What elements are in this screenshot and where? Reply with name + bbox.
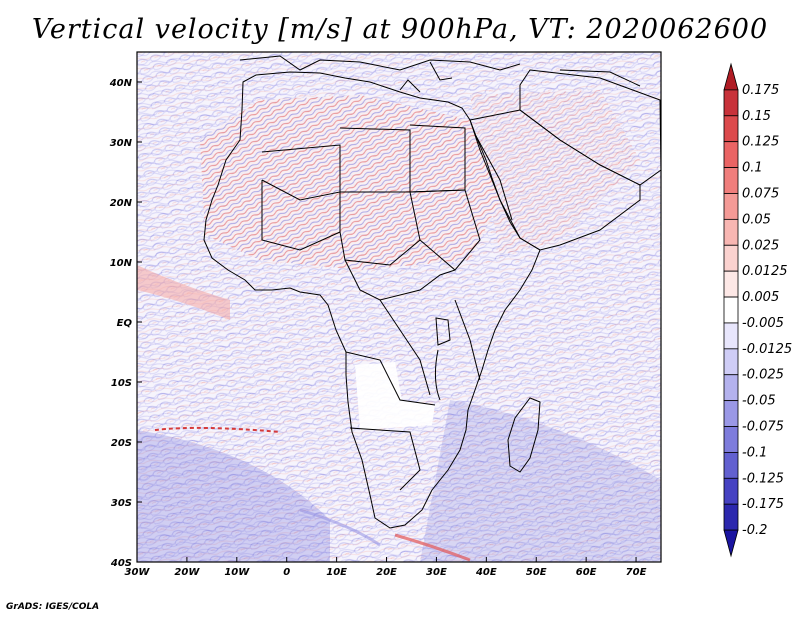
colorbar: 0.175 0.15 0.125 0.1 0.075 0.05 0.025 0.0125 0.0… <box>723 62 792 558</box>
colorbar-swatch <box>723 348 739 376</box>
colorbar-label: 0.0125 <box>742 264 788 279</box>
colorbar-label: 0.125 <box>742 135 779 150</box>
colorbar-swatch <box>723 89 739 117</box>
lon-tick-label: 0 <box>283 567 290 578</box>
lat-tick-label: 10S <box>111 378 132 389</box>
colorbar-label: -0.125 <box>742 471 784 486</box>
grads-credit: GrADS: IGES/COLA <box>6 602 100 612</box>
colorbar-swatch <box>723 115 739 143</box>
colorbar-swatch <box>723 322 739 350</box>
lon-tick-label: 20W <box>174 567 200 578</box>
map-frame <box>136 51 662 563</box>
lat-tick-label: 30N <box>110 138 133 149</box>
lat-tick-label: EQ <box>117 318 133 329</box>
lat-tick-label: 20S <box>111 438 132 449</box>
lon-tick-label: 40E <box>475 567 497 578</box>
lat-tick-label: 30S <box>111 498 132 509</box>
colorbar-label: 0.005 <box>742 290 779 305</box>
colorbar-label: 0.025 <box>742 238 779 253</box>
colorbar-swatch <box>723 244 739 272</box>
colorbar-label: 0.175 <box>742 83 779 98</box>
colorbar-swatch <box>723 426 739 453</box>
lon-tick-label: 30W <box>125 567 151 578</box>
colorbar-label: 0.1 <box>742 161 763 176</box>
colorbar-swatch <box>723 141 739 168</box>
colorbar-label: -0.005 <box>742 316 784 331</box>
colorbar-label: 0.15 <box>742 109 771 124</box>
colorbar-swatch <box>723 270 739 298</box>
colorbar-label: -0.175 <box>742 497 784 512</box>
longitude-axis: 30W 20W 10W 0 10E 20E 30E 40E 50E 60E 70E <box>125 557 647 578</box>
lat-tick-label: 20N <box>110 198 133 209</box>
colorbar-swatch <box>723 400 739 427</box>
colorbar-swatch <box>723 62 739 91</box>
lon-tick-label: 30E <box>426 567 447 578</box>
lon-tick-label: 10W <box>224 567 250 578</box>
colorbar-label: -0.05 <box>742 394 776 409</box>
map-title: Vertical velocity [m/s] at 900hPa, VT: 2… <box>31 14 769 45</box>
colorbar-label: -0.075 <box>742 420 784 435</box>
lon-tick-label: 20E <box>376 567 397 578</box>
latitude-axis: 40S 30S 20S 10S EQ 10N 20N 30N 40N <box>109 78 142 569</box>
colorbar-label: -0.025 <box>742 368 784 383</box>
coastlines <box>203 55 661 529</box>
colorbar-label: -0.2 <box>742 523 767 538</box>
colorbar-label: 0.075 <box>742 186 779 201</box>
colorbar-swatch <box>723 167 739 194</box>
lon-tick-label: 50E <box>526 567 547 578</box>
colorbar-swatch <box>723 477 739 505</box>
colorbar-swatch <box>723 503 739 531</box>
colorbar-label: 0.05 <box>742 212 771 227</box>
colorbar-label: -0.0125 <box>742 342 792 357</box>
lat-tick-label: 40N <box>109 78 133 89</box>
lon-tick-label: 70E <box>626 567 647 578</box>
colorbar-label: -0.1 <box>742 445 767 460</box>
colorbar-swatch <box>723 374 739 402</box>
colorbar-swatch <box>723 193 739 220</box>
lon-tick-label: 60E <box>576 567 597 578</box>
vertical-velocity-field <box>137 52 661 562</box>
colorbar-swatch <box>723 452 739 479</box>
lat-tick-label: 10N <box>110 258 133 269</box>
lon-tick-label: 10E <box>326 567 347 578</box>
colorbar-swatch <box>723 296 739 324</box>
colorbar-swatch <box>723 218 739 246</box>
colorbar-swatch <box>723 529 739 558</box>
lat-tick-label: 40S <box>110 558 132 569</box>
